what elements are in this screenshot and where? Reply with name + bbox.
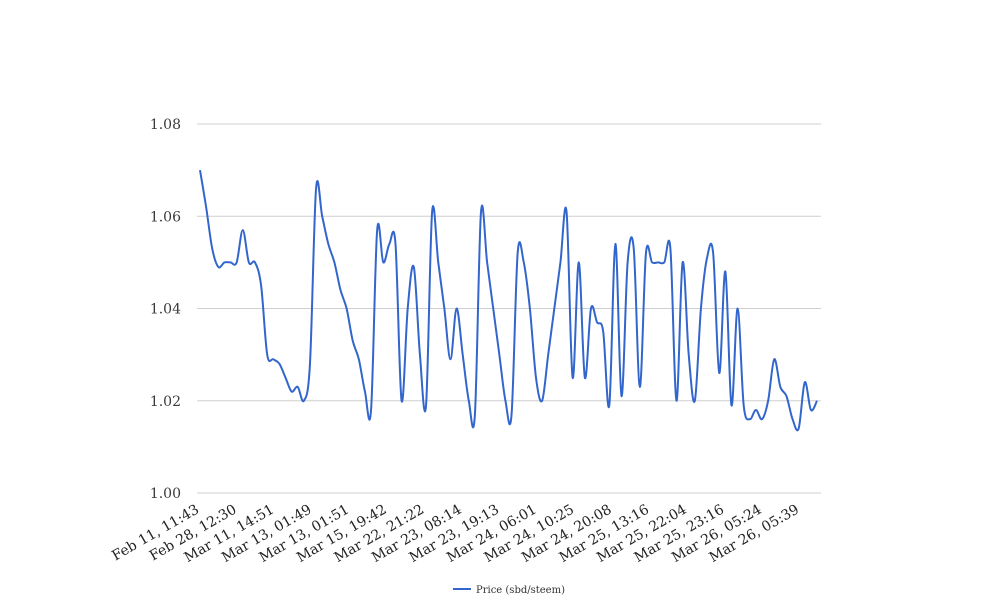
- y-tick-label: 1.08: [150, 117, 181, 133]
- legend-label: Price (sbd/steem): [476, 585, 565, 596]
- series-line-price: [199, 169, 818, 432]
- gridlines: [197, 123, 821, 494]
- series-lines: [199, 169, 818, 432]
- y-tick-label: 1.02: [150, 394, 181, 410]
- y-tick-label: 1.06: [150, 209, 181, 225]
- y-axis-tick-labels: 1.00 1.02 1.04 1.06 1.08: [150, 117, 181, 502]
- legend: Price (sbd/steem): [453, 585, 565, 596]
- y-tick-label: 1.00: [150, 486, 181, 502]
- y-tick-label: 1.04: [150, 302, 181, 318]
